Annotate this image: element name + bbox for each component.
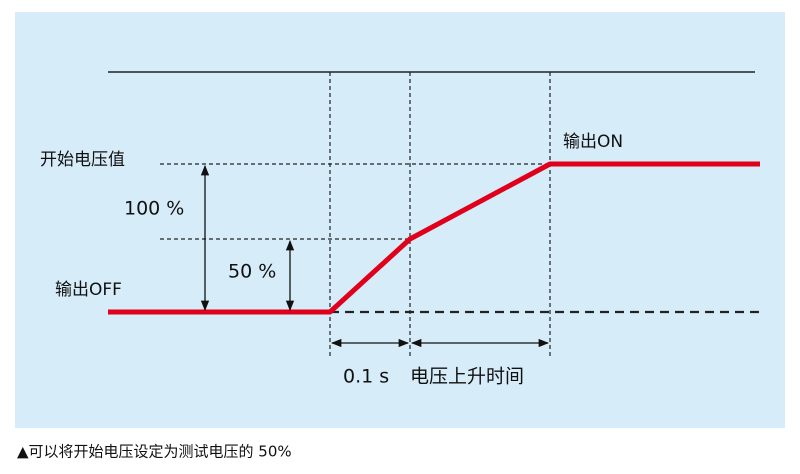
voltage-curve bbox=[108, 161, 760, 315]
label: 50 % bbox=[228, 261, 276, 283]
panel bbox=[15, 12, 785, 428]
caption: ▲可以将开始电压设定为测试电压的 50% bbox=[17, 443, 292, 461]
label: 0.1 s bbox=[343, 366, 389, 388]
label: 输出OFF bbox=[55, 280, 122, 300]
label: 开始电压值 bbox=[40, 150, 125, 170]
label: 输出ON bbox=[563, 132, 623, 152]
label: 100 % bbox=[124, 198, 184, 220]
label: 电压上升时间 bbox=[410, 366, 524, 388]
